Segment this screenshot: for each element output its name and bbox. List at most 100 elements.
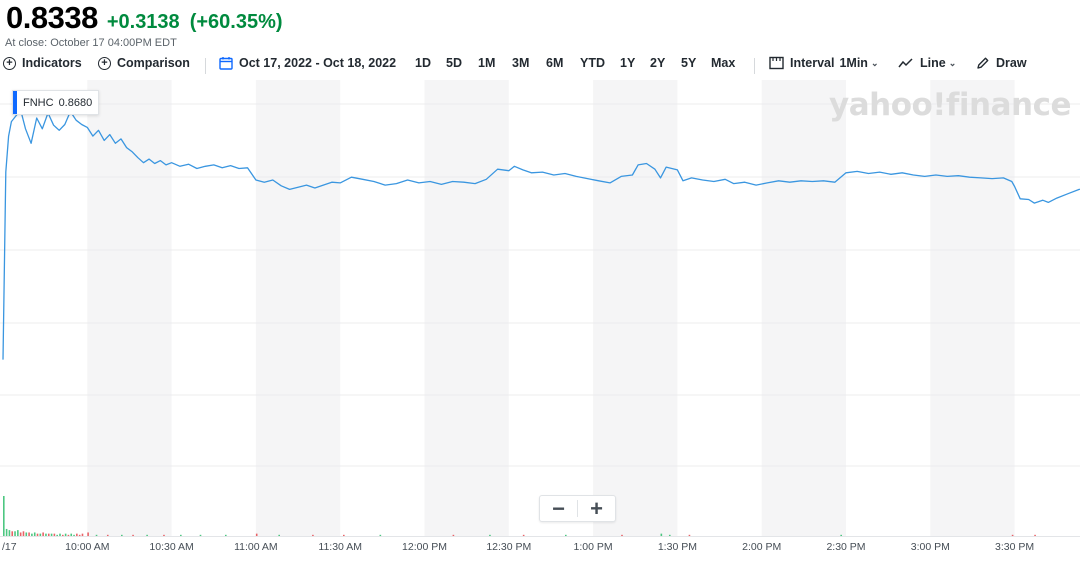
toolbar-divider <box>754 58 755 74</box>
volume-bar <box>132 534 134 536</box>
volume-bar <box>255 533 258 536</box>
interval-icon <box>769 56 784 70</box>
price-line <box>2 106 1080 360</box>
toolbar-divider <box>205 58 206 74</box>
interval-selector[interactable]: Interval 1Min ⌄ <box>769 56 879 70</box>
shaded-bands <box>87 80 1015 536</box>
volume-bar <box>62 534 64 536</box>
volume-bar <box>163 534 165 536</box>
volume-bar <box>67 534 70 536</box>
volume-bar <box>565 534 567 536</box>
x-tick-label: 12:00 PM <box>402 541 447 553</box>
volume-bar <box>5 528 8 536</box>
volume-bar <box>688 534 691 536</box>
volume-bar <box>522 534 525 536</box>
volume-bar <box>278 534 280 536</box>
chart-type-selector[interactable]: Line ⌄ <box>898 56 956 70</box>
volume-bar <box>146 534 148 536</box>
volume-bar <box>70 533 73 536</box>
shaded-band <box>424 80 509 536</box>
legend-value: 0.8680 <box>58 96 93 109</box>
legend-symbol: FNHC <box>23 96 54 109</box>
volume-bar <box>199 534 202 536</box>
draw-button[interactable]: Draw <box>976 56 1027 70</box>
indicators-button[interactable]: + Indicators <box>3 56 82 70</box>
volume-bar <box>668 534 671 536</box>
volume-bar <box>11 531 14 536</box>
range-1d[interactable]: 1D <box>415 56 431 70</box>
zoom-out-button[interactable]: − <box>552 495 565 521</box>
indicators-label: Indicators <box>22 56 82 70</box>
volume-bar <box>312 534 314 536</box>
volume-bar <box>42 532 44 536</box>
range-1m[interactable]: 1M <box>478 56 496 70</box>
range-ytd[interactable]: YTD <box>580 56 605 70</box>
quote-change: +0.3138 <box>106 11 180 33</box>
volume-bar <box>81 533 84 536</box>
range-6m[interactable]: 6M <box>546 56 564 70</box>
volume-bar <box>19 532 22 536</box>
x-tick-label: 10:00 AM <box>65 541 109 553</box>
volume-bar <box>47 533 50 536</box>
volume-bar <box>95 534 98 536</box>
volume-bar <box>106 534 109 536</box>
comparison-label: Comparison <box>117 56 190 70</box>
pencil-icon <box>977 57 989 69</box>
volume-bar <box>50 533 53 536</box>
date-range-picker[interactable]: Oct 17, 2022 - Oct 18, 2022 <box>219 56 396 70</box>
plus-circle-icon: + <box>98 56 111 70</box>
range-1y[interactable]: 1Y <box>620 56 636 70</box>
x-tick-label: 3:30 PM <box>995 541 1034 553</box>
x-tick-label: 12:30 PM <box>486 541 531 553</box>
range-5y[interactable]: 5Y <box>681 56 697 70</box>
volume-bar <box>343 534 345 536</box>
shaded-band <box>593 80 678 536</box>
volume-bar <box>28 532 30 536</box>
grid-lines <box>0 103 1080 537</box>
range-3m[interactable]: 3M <box>512 56 530 70</box>
volume-bar <box>1034 534 1036 536</box>
x-tick-label: 1:30 PM <box>658 541 697 553</box>
zoom-controls: − + <box>539 495 616 522</box>
volume-bar <box>452 534 455 536</box>
volume-bar <box>840 534 842 536</box>
interval-label: Interval <box>790 56 835 70</box>
zoom-in-button[interactable]: + <box>590 495 603 521</box>
interval-value: 1Min <box>839 56 868 70</box>
x-tick-label: 10:30 AM <box>149 541 193 553</box>
volume-bar <box>33 532 36 536</box>
line-chart-icon <box>898 58 913 68</box>
volume-bar <box>78 534 81 536</box>
volume-bar <box>379 534 382 536</box>
volume-bar <box>14 531 16 536</box>
range-max[interactable]: Max <box>711 56 736 70</box>
volume-bar <box>39 533 42 536</box>
yahoo-finance-watermark: yahoo!finance <box>829 87 1072 123</box>
volume-bar <box>25 532 28 536</box>
range-5d[interactable]: 5D <box>446 56 462 70</box>
volume-bar <box>180 534 182 536</box>
quote-header: 0.8338 +0.3138 (+60.35%) <box>6 0 283 36</box>
series-legend-tag: FNHC 0.8680 <box>12 90 100 115</box>
volume-bars <box>3 496 1036 536</box>
x-tick-label: 3:00 PM <box>911 541 950 553</box>
volume-bar <box>73 534 75 536</box>
volume-bar <box>489 534 491 536</box>
range-2y[interactable]: 2Y <box>650 56 666 70</box>
plus-circle-icon: + <box>3 56 16 70</box>
chart-type-label: Line <box>920 56 946 70</box>
draw-label: Draw <box>996 56 1027 70</box>
calendar-icon <box>219 57 233 70</box>
volume-bar <box>76 533 78 536</box>
price-chart[interactable]: /17 10:00 AM 10:30 AM 11:00 AM 11:30 AM 12:00… <box>0 80 1080 566</box>
price-line-layer <box>2 106 1080 360</box>
zoom-divider <box>577 500 578 517</box>
volume-bar <box>87 532 89 536</box>
comparison-button[interactable]: + Comparison <box>98 56 190 70</box>
date-range-label: Oct 17, 2022 - Oct 18, 2022 <box>239 56 397 70</box>
market-close-note: At close: October 17 04:00PM EDT <box>5 37 177 49</box>
x-axis: /17 10:00 AM 10:30 AM 11:00 AM 11:30 AM 12:00… <box>2 541 1034 553</box>
volume-bar <box>660 533 663 536</box>
volume-bar <box>224 534 227 536</box>
volume-bar <box>121 534 123 536</box>
